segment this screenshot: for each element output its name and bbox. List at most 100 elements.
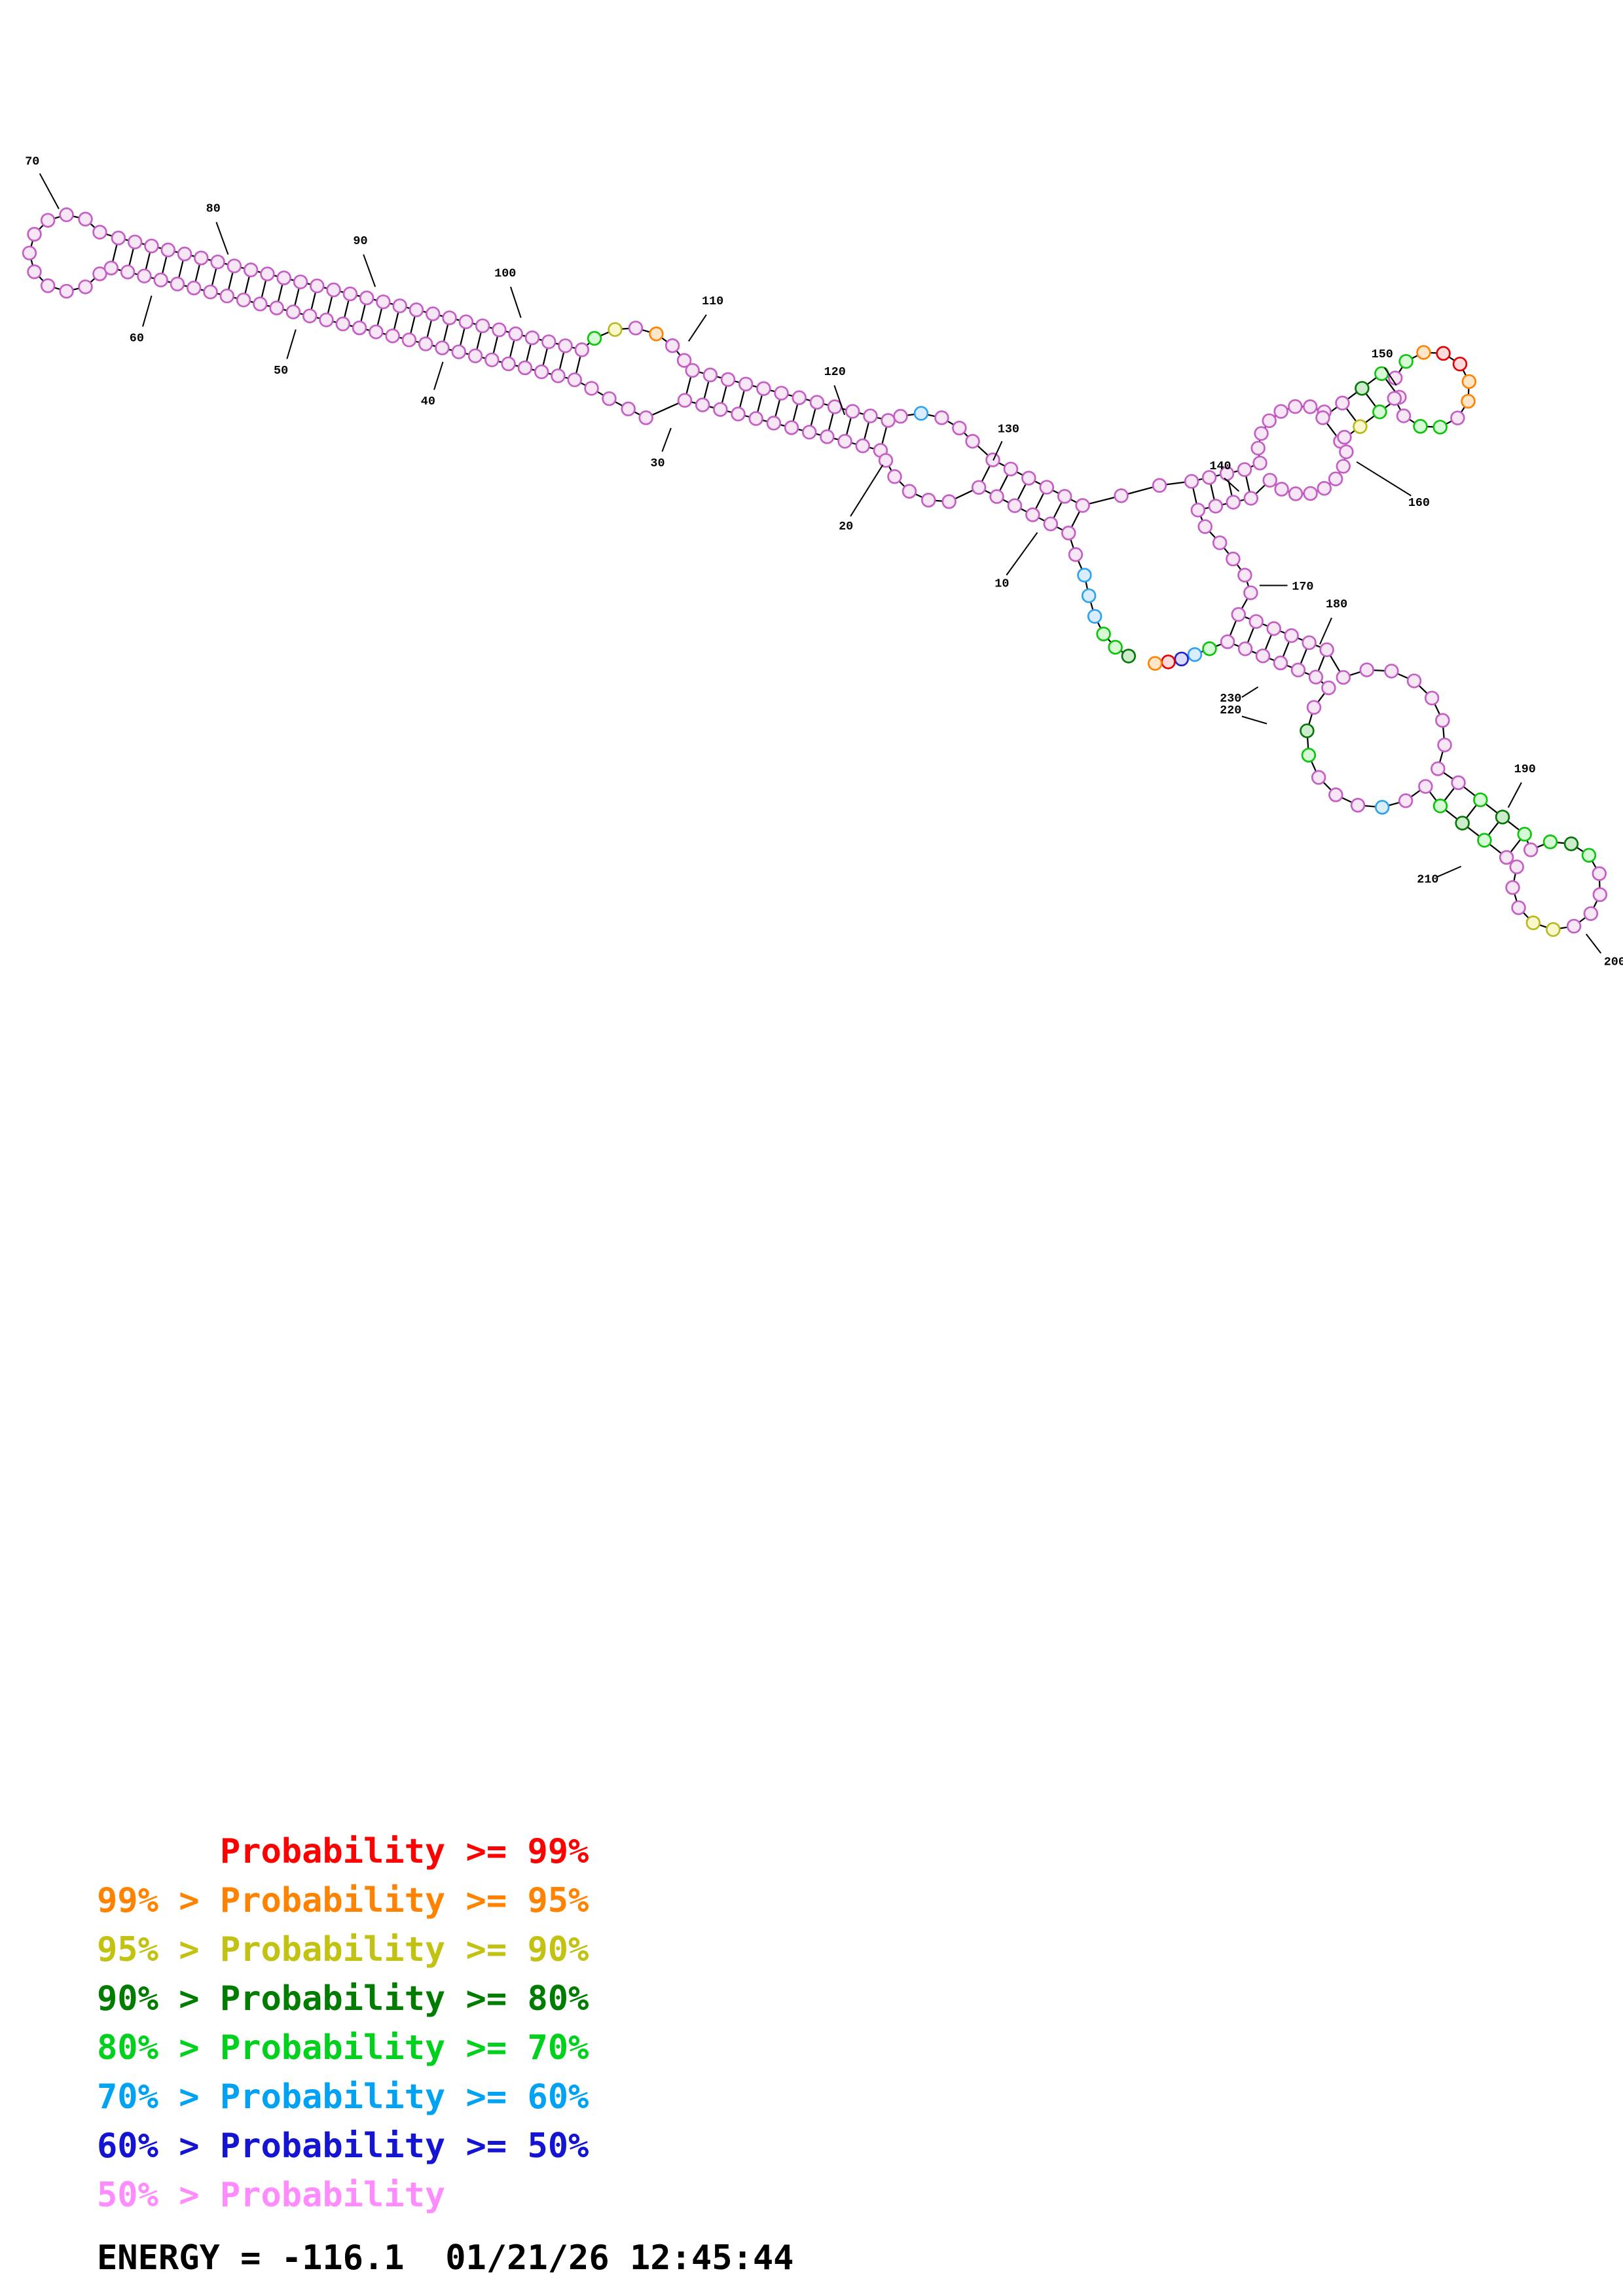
nucleotide (1243, 491, 1258, 506)
nucleotide (27, 264, 42, 279)
position-label: 170 (1292, 580, 1313, 594)
label-leader-line (850, 464, 884, 517)
nucleotide (1359, 662, 1374, 677)
nucleotide (1525, 915, 1541, 931)
nucleotide (1374, 800, 1390, 815)
nucleotide (989, 489, 1004, 504)
nucleotide (584, 381, 599, 396)
nucleotide (1303, 486, 1318, 501)
nucleotide (1237, 567, 1252, 583)
nucleotide (1546, 922, 1561, 937)
nucleotide (1437, 737, 1452, 753)
nucleotide (1057, 489, 1072, 504)
nucleotide (1254, 426, 1269, 441)
nucleotide (260, 266, 275, 281)
nucleotide (1108, 639, 1123, 655)
nucleotide (1288, 486, 1304, 501)
nucleotide (738, 376, 754, 392)
nucleotide (1581, 848, 1597, 863)
nucleotide (1424, 691, 1440, 706)
nucleotide (558, 338, 573, 353)
nucleotide (120, 264, 136, 279)
nucleotide (1212, 535, 1228, 550)
nucleotide (310, 278, 325, 294)
nucleotide (508, 326, 523, 342)
nucleotide (534, 364, 549, 380)
nucleotide (1384, 664, 1399, 679)
nucleotide (1509, 859, 1524, 874)
label-leader-line (142, 295, 153, 327)
nucleotide (1335, 395, 1350, 411)
nucleotide (1432, 420, 1448, 435)
nucleotide (335, 316, 351, 332)
nucleotide (952, 420, 967, 436)
nucleotide (376, 294, 391, 310)
nucleotide (913, 406, 929, 421)
nucleotide (111, 230, 126, 245)
label-leader-line (39, 173, 60, 209)
nucleotide (748, 411, 763, 426)
nucleotide (1511, 900, 1526, 916)
energy-line: ENERGY = -116.1 01/21/26 12:45:44 (97, 2238, 794, 2278)
nucleotide (1262, 473, 1277, 488)
nucleotide (677, 393, 693, 408)
nucleotide (887, 469, 902, 484)
nucleotide (1226, 551, 1241, 567)
nucleotide (863, 408, 878, 423)
nucleotide (720, 372, 736, 387)
label-leader-line (1319, 617, 1332, 645)
nucleotide (467, 348, 483, 363)
label-leader-line (509, 286, 522, 318)
nucleotide (1311, 770, 1326, 785)
nucleotide (475, 318, 490, 334)
nucleotide (1436, 346, 1451, 361)
position-label: 150 (1372, 348, 1393, 361)
nucleotide (253, 296, 268, 312)
nucleotide (1262, 413, 1277, 429)
nucleotide (352, 320, 367, 336)
nucleotide (435, 340, 450, 355)
position-label: 90 (353, 234, 367, 248)
nucleotide (1148, 656, 1163, 671)
nucleotide (1273, 655, 1288, 671)
nucleotide (1003, 461, 1019, 476)
nucleotide (878, 453, 894, 468)
nucleotide (628, 320, 644, 336)
nucleotide (426, 306, 441, 321)
nucleotide (392, 298, 407, 314)
label-leader-line (993, 440, 1003, 461)
nucleotide (1021, 471, 1036, 486)
nucleotide (1517, 827, 1532, 842)
nucleotide (1081, 588, 1097, 603)
label-leader-line (1384, 367, 1397, 386)
position-label: 130 (998, 423, 1019, 437)
nucleotide (1250, 440, 1266, 456)
label-leader-line (215, 222, 229, 255)
nucleotide (451, 344, 466, 359)
nucleotide (902, 484, 917, 499)
nucleotide (1025, 507, 1040, 522)
nucleotide (971, 480, 987, 495)
nucleotide (1336, 459, 1351, 474)
nucleotide (369, 324, 384, 340)
legend-line: 95% > Probability >= 90% (97, 1930, 589, 1969)
nucleotide (934, 410, 949, 425)
nucleotide (1039, 480, 1055, 495)
nucleotide (442, 310, 457, 325)
nucleotide (1290, 662, 1306, 677)
nucleotide (1273, 404, 1288, 419)
nucleotide (1413, 419, 1428, 434)
nucleotide (676, 353, 692, 368)
nucleotide (1174, 651, 1189, 667)
nucleotide (1220, 634, 1235, 649)
nucleotide (809, 395, 825, 410)
nucleotide (1416, 345, 1431, 360)
position-label: 230 (1220, 692, 1241, 706)
position-label: 190 (1514, 762, 1536, 776)
nucleotide (855, 438, 870, 454)
nucleotide (1300, 723, 1315, 738)
position-label: 80 (206, 202, 221, 216)
legend-line: 90% > Probability >= 80% (97, 1979, 589, 2018)
nucleotide (458, 314, 474, 329)
nucleotide (1252, 456, 1267, 471)
